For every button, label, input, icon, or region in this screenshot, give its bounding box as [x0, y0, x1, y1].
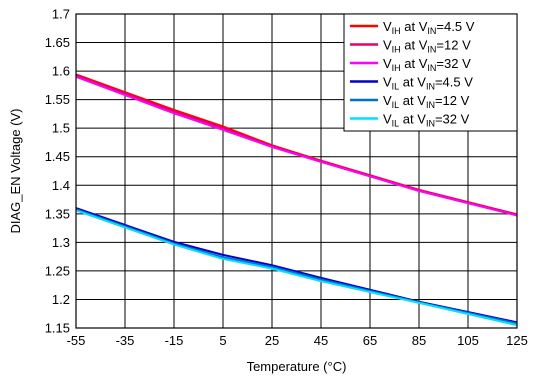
x-tick-label: -35 [116, 333, 135, 348]
legend-text-part: =32 V [435, 112, 470, 127]
y-tick-label: 1.25 [45, 263, 70, 278]
legend-box [343, 13, 518, 132]
legend-text-part: at V [399, 112, 426, 127]
legend-text-part: V [383, 75, 392, 90]
x-tick-label: 65 [363, 333, 377, 348]
plot-frame [75, 13, 518, 329]
legend-text-part: at V [399, 93, 426, 108]
legend-text-part: =4.5 V [435, 75, 473, 90]
x-tick-label: 45 [314, 333, 328, 348]
x-tick-label: 5 [219, 333, 226, 348]
series-line-6 [75, 209, 518, 327]
y-tick-label: 1.65 [45, 35, 70, 50]
legend-text-part: at V [399, 75, 426, 90]
legend-subscript: IN [427, 63, 436, 73]
legend-subscript: IH [392, 63, 401, 73]
y-tick-label: 1.55 [45, 92, 70, 107]
x-tick-label: 25 [265, 333, 279, 348]
legend-text-part: V [383, 38, 392, 53]
x-tick-label: -15 [165, 333, 184, 348]
legend-entry: VIH at VIN=12 V [383, 38, 471, 55]
y-tick-labels: 1.7 1.65 1.6 1.55 1.5 1.45 1.4 1.35 1.3 1.25 1.2 1.… [45, 7, 70, 336]
legend-subscript: IL [392, 82, 400, 92]
legend-subscript: IN [427, 26, 436, 36]
legend-text-part: V [383, 56, 392, 71]
legend-text-part: =12 V [435, 93, 470, 108]
y-tick-label: 1.15 [45, 321, 70, 336]
series-line-3 [75, 75, 518, 217]
y-tick-label: 1.6 [52, 64, 70, 79]
legend-text-part: =32 V [436, 56, 471, 71]
x-tick-label: 125 [506, 333, 528, 348]
legend-subscript: IN [426, 119, 435, 129]
y-tick-label: 1.4 [52, 178, 70, 193]
legend-subscript: IL [392, 100, 400, 110]
legend-text-part: =12 V [436, 38, 471, 53]
legend-text-part: V [383, 19, 392, 34]
legend-text-part: at V [401, 56, 428, 71]
legend-subscript: IN [427, 45, 436, 55]
y-tick-label: 1.7 [52, 7, 70, 22]
y-axis-title: DIAG_EN Voltage (V) [8, 109, 23, 234]
series-lines [75, 73, 518, 327]
legend-text-part: =4.5 V [436, 19, 474, 34]
legend-subscript: IH [392, 45, 401, 55]
legend-entry: VIH at VIN=4.5 V [383, 19, 475, 36]
legend-entry: VIL at VIN=4.5 V [383, 75, 473, 92]
legend-subscript: IH [392, 26, 401, 36]
y-tick-label: 1.5 [52, 121, 70, 136]
legend-subscript: IN [426, 82, 435, 92]
legend-subscript: IL [392, 119, 400, 129]
legend-entry: VIH at VIN=32 V [383, 56, 471, 73]
legend-entry: VIL at VIN=12 V [383, 93, 470, 110]
legend-text-part: at V [401, 38, 428, 53]
x-tick-labels: -55 -35 -15 5 25 45 65 85 105 125 [67, 333, 528, 348]
y-tick-label: 1.45 [45, 149, 70, 164]
legend-text-part: at V [401, 19, 428, 34]
y-tick-label: 1.35 [45, 206, 70, 221]
legend-subscript: IN [426, 100, 435, 110]
legend-text-part: V [383, 93, 392, 108]
legend-entry: VIL at VIN=32 V [383, 112, 470, 129]
legend-text-part: V [383, 112, 392, 127]
y-tick-label: 1.3 [52, 235, 70, 250]
x-tick-label: 85 [412, 333, 426, 348]
y-tick-label: 1.2 [52, 292, 70, 307]
x-tick-label: 105 [457, 333, 479, 348]
x-tick-label: -55 [67, 333, 86, 348]
x-axis-title: Temperature (°C) [247, 359, 347, 374]
